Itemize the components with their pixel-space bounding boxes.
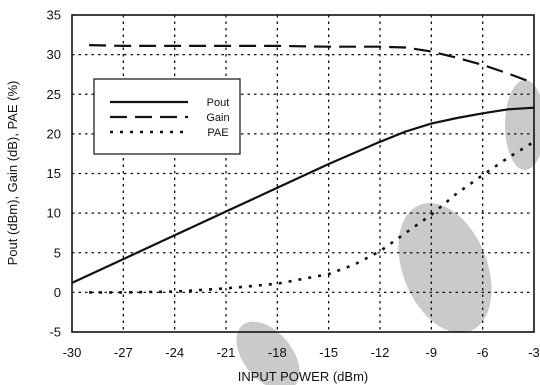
x-tick-label: -18 bbox=[268, 345, 287, 360]
series-group bbox=[71, 44, 535, 294]
x-tick-label: -21 bbox=[217, 345, 236, 360]
x-tick-label: -12 bbox=[371, 345, 390, 360]
y-tick-label: 35 bbox=[47, 8, 61, 23]
legend-label-gain: Gain bbox=[206, 112, 229, 124]
plot-area-border bbox=[71, 14, 535, 333]
x-tick-label: -6 bbox=[477, 345, 489, 360]
y-tick-label: 30 bbox=[47, 47, 61, 62]
x-tick-label: -3 bbox=[528, 345, 540, 360]
y-axis-title: Pout (dBm), Gain (dB), PAE (%) bbox=[5, 81, 20, 266]
y-tick-label: 5 bbox=[54, 245, 61, 260]
x-tick-label: -30 bbox=[63, 345, 82, 360]
series-line-pae bbox=[89, 140, 535, 294]
y-tick-label: 0 bbox=[54, 285, 61, 300]
y-tick-label: 20 bbox=[47, 126, 61, 141]
series-line-pout bbox=[71, 106, 535, 284]
legend-label-pae: PAE bbox=[207, 127, 228, 139]
y-tick-label: 25 bbox=[47, 87, 61, 102]
grid-lines bbox=[72, 15, 534, 332]
x-tick-label: -27 bbox=[114, 345, 133, 360]
x-axis-title: INPUT POWER (dBm) bbox=[238, 369, 369, 384]
x-tick-label: -9 bbox=[426, 345, 438, 360]
y-tick-label: 10 bbox=[47, 206, 61, 221]
y-tick-labels: -5 0 5 10 15 20 25 30 35 bbox=[47, 8, 61, 340]
y-tick-label: -5 bbox=[49, 325, 61, 340]
series-line-gain bbox=[89, 44, 535, 85]
x-tick-label: -24 bbox=[165, 345, 184, 360]
x-tick-labels: -30 -27 -24 -21 -18 -15 -12 -9 -6 -3 bbox=[63, 345, 540, 360]
y-tick-label: 15 bbox=[47, 166, 61, 181]
legend: Pout Gain PAE bbox=[93, 78, 241, 155]
watermark-shape bbox=[236, 80, 540, 385]
legend-label-pout: Pout bbox=[207, 97, 230, 109]
x-tick-label: -15 bbox=[319, 345, 338, 360]
